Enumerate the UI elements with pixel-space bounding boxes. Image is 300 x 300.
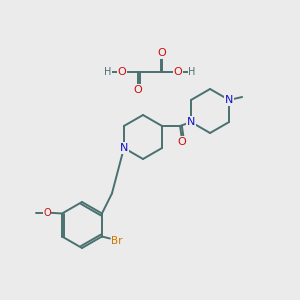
- Text: Br: Br: [111, 236, 123, 247]
- Text: H: H: [104, 67, 112, 77]
- Text: N: N: [120, 143, 128, 153]
- Text: O: O: [118, 67, 126, 77]
- Text: O: O: [43, 208, 51, 218]
- Text: N: N: [187, 117, 195, 127]
- Text: O: O: [178, 137, 186, 147]
- Text: N: N: [225, 95, 233, 105]
- Text: O: O: [174, 67, 182, 77]
- Text: H: H: [188, 67, 196, 77]
- Text: O: O: [158, 48, 166, 58]
- Text: O: O: [134, 85, 142, 95]
